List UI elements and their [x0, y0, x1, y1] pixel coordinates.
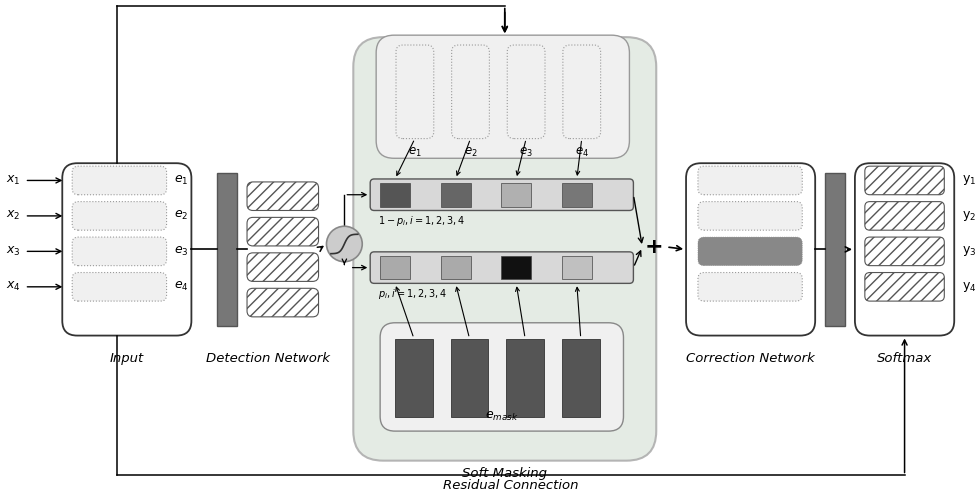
Text: $\boldsymbol{e_4}$: $\boldsymbol{e_4}$ — [173, 280, 188, 294]
Bar — [451, 339, 488, 417]
FancyBboxPatch shape — [686, 163, 815, 336]
Text: $\boldsymbol{e_2}$: $\boldsymbol{e_2}$ — [464, 146, 477, 158]
Text: y$_1$: y$_1$ — [962, 173, 976, 188]
FancyBboxPatch shape — [380, 323, 623, 431]
Bar — [562, 256, 592, 280]
FancyBboxPatch shape — [73, 273, 167, 301]
FancyBboxPatch shape — [452, 45, 489, 139]
FancyBboxPatch shape — [698, 166, 803, 195]
FancyBboxPatch shape — [508, 45, 545, 139]
Bar — [825, 173, 845, 326]
FancyBboxPatch shape — [370, 179, 633, 210]
Text: $\boldsymbol{e_1}$: $\boldsymbol{e_1}$ — [408, 146, 421, 158]
Text: Residual Connection: Residual Connection — [443, 479, 578, 493]
Bar — [502, 256, 531, 280]
Text: Softmax: Softmax — [877, 352, 932, 365]
Text: $\boldsymbol{e_3}$: $\boldsymbol{e_3}$ — [519, 146, 533, 158]
Text: +: + — [645, 237, 663, 257]
Bar — [562, 339, 600, 417]
Text: y$_3$: y$_3$ — [962, 245, 977, 258]
FancyBboxPatch shape — [73, 166, 167, 195]
FancyBboxPatch shape — [73, 237, 167, 266]
Text: $\boldsymbol{x_4}$: $\boldsymbol{x_4}$ — [6, 280, 21, 294]
Text: $\boldsymbol{e_3}$: $\boldsymbol{e_3}$ — [173, 245, 188, 258]
Bar — [441, 256, 470, 280]
Text: $p_i, i = 1,2,3,4$: $p_i, i = 1,2,3,4$ — [378, 287, 448, 301]
FancyBboxPatch shape — [864, 201, 945, 230]
Text: $\boldsymbol{e_1}$: $\boldsymbol{e_1}$ — [173, 174, 188, 187]
Text: $1 - p_i, i = 1,2,3,4$: $1 - p_i, i = 1,2,3,4$ — [378, 214, 466, 228]
Bar — [507, 339, 544, 417]
Circle shape — [326, 226, 363, 262]
FancyBboxPatch shape — [864, 273, 945, 301]
Text: Detection Network: Detection Network — [206, 352, 330, 365]
Text: $\boldsymbol{x_1}$: $\boldsymbol{x_1}$ — [6, 174, 21, 187]
Text: Correction Network: Correction Network — [686, 352, 815, 365]
FancyBboxPatch shape — [247, 217, 318, 246]
FancyBboxPatch shape — [855, 163, 955, 336]
FancyBboxPatch shape — [370, 252, 633, 283]
Bar — [562, 183, 592, 206]
Bar — [380, 183, 410, 206]
FancyBboxPatch shape — [247, 288, 318, 317]
FancyBboxPatch shape — [864, 237, 945, 266]
Text: $\boldsymbol{x_2}$: $\boldsymbol{x_2}$ — [6, 209, 21, 222]
FancyBboxPatch shape — [563, 45, 601, 139]
Text: $\boldsymbol{e_2}$: $\boldsymbol{e_2}$ — [173, 209, 188, 222]
FancyBboxPatch shape — [376, 35, 629, 158]
FancyBboxPatch shape — [698, 273, 803, 301]
FancyBboxPatch shape — [864, 166, 945, 195]
FancyBboxPatch shape — [73, 201, 167, 230]
Text: $\boldsymbol{e_{mask}}$: $\boldsymbol{e_{mask}}$ — [485, 410, 518, 423]
Text: y$_4$: y$_4$ — [962, 280, 977, 294]
FancyBboxPatch shape — [247, 253, 318, 281]
FancyBboxPatch shape — [63, 163, 191, 336]
FancyBboxPatch shape — [698, 201, 803, 230]
Text: Soft Masking: Soft Masking — [463, 467, 547, 480]
FancyBboxPatch shape — [698, 237, 803, 266]
Bar — [218, 173, 237, 326]
FancyBboxPatch shape — [396, 45, 434, 139]
Text: y$_2$: y$_2$ — [962, 209, 976, 223]
Text: $\boldsymbol{e_4}$: $\boldsymbol{e_4}$ — [574, 146, 589, 158]
Bar — [380, 256, 410, 280]
FancyBboxPatch shape — [247, 182, 318, 210]
Bar — [395, 339, 433, 417]
Text: $\boldsymbol{x_3}$: $\boldsymbol{x_3}$ — [6, 245, 21, 258]
Bar — [502, 183, 531, 206]
FancyBboxPatch shape — [354, 37, 657, 461]
Text: Input: Input — [110, 352, 144, 365]
Bar — [441, 183, 470, 206]
